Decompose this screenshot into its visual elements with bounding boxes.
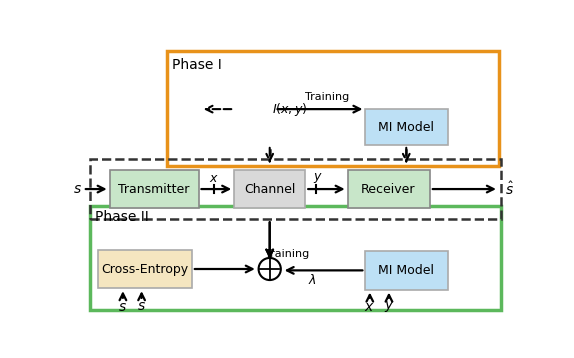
FancyBboxPatch shape (99, 250, 192, 288)
Text: Receiver: Receiver (361, 183, 416, 195)
Text: $\lambda$: $\lambda$ (308, 273, 316, 287)
Text: $y$: $y$ (383, 299, 394, 314)
Ellipse shape (258, 258, 281, 280)
Text: $x$: $x$ (364, 300, 375, 314)
Text: $\hat{s}$: $\hat{s}$ (505, 180, 514, 198)
Text: Transmitter: Transmitter (118, 183, 190, 195)
FancyBboxPatch shape (110, 170, 199, 208)
Text: Training: Training (305, 92, 349, 102)
FancyBboxPatch shape (366, 109, 448, 145)
Text: Training: Training (266, 250, 310, 259)
Text: Phase II: Phase II (95, 210, 149, 224)
Text: $s$: $s$ (73, 182, 82, 196)
Text: Phase I: Phase I (172, 58, 222, 72)
Text: Channel: Channel (244, 183, 296, 195)
Text: $I(x, y)$: $I(x, y)$ (272, 101, 308, 118)
Text: $\hat{s}$: $\hat{s}$ (137, 296, 146, 314)
Text: MI Model: MI Model (378, 121, 435, 134)
Text: MI Model: MI Model (378, 264, 435, 277)
FancyBboxPatch shape (234, 170, 305, 208)
Text: $y$: $y$ (313, 171, 323, 185)
Text: $s$: $s$ (118, 300, 127, 314)
FancyBboxPatch shape (348, 170, 430, 208)
Text: Cross-Entropy: Cross-Entropy (102, 262, 189, 276)
FancyBboxPatch shape (366, 251, 448, 290)
Text: $x$: $x$ (209, 171, 219, 184)
